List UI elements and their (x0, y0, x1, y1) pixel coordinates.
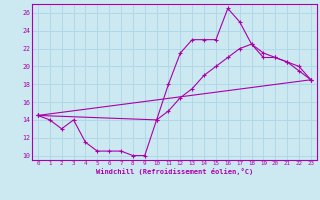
X-axis label: Windchill (Refroidissement éolien,°C): Windchill (Refroidissement éolien,°C) (96, 168, 253, 175)
